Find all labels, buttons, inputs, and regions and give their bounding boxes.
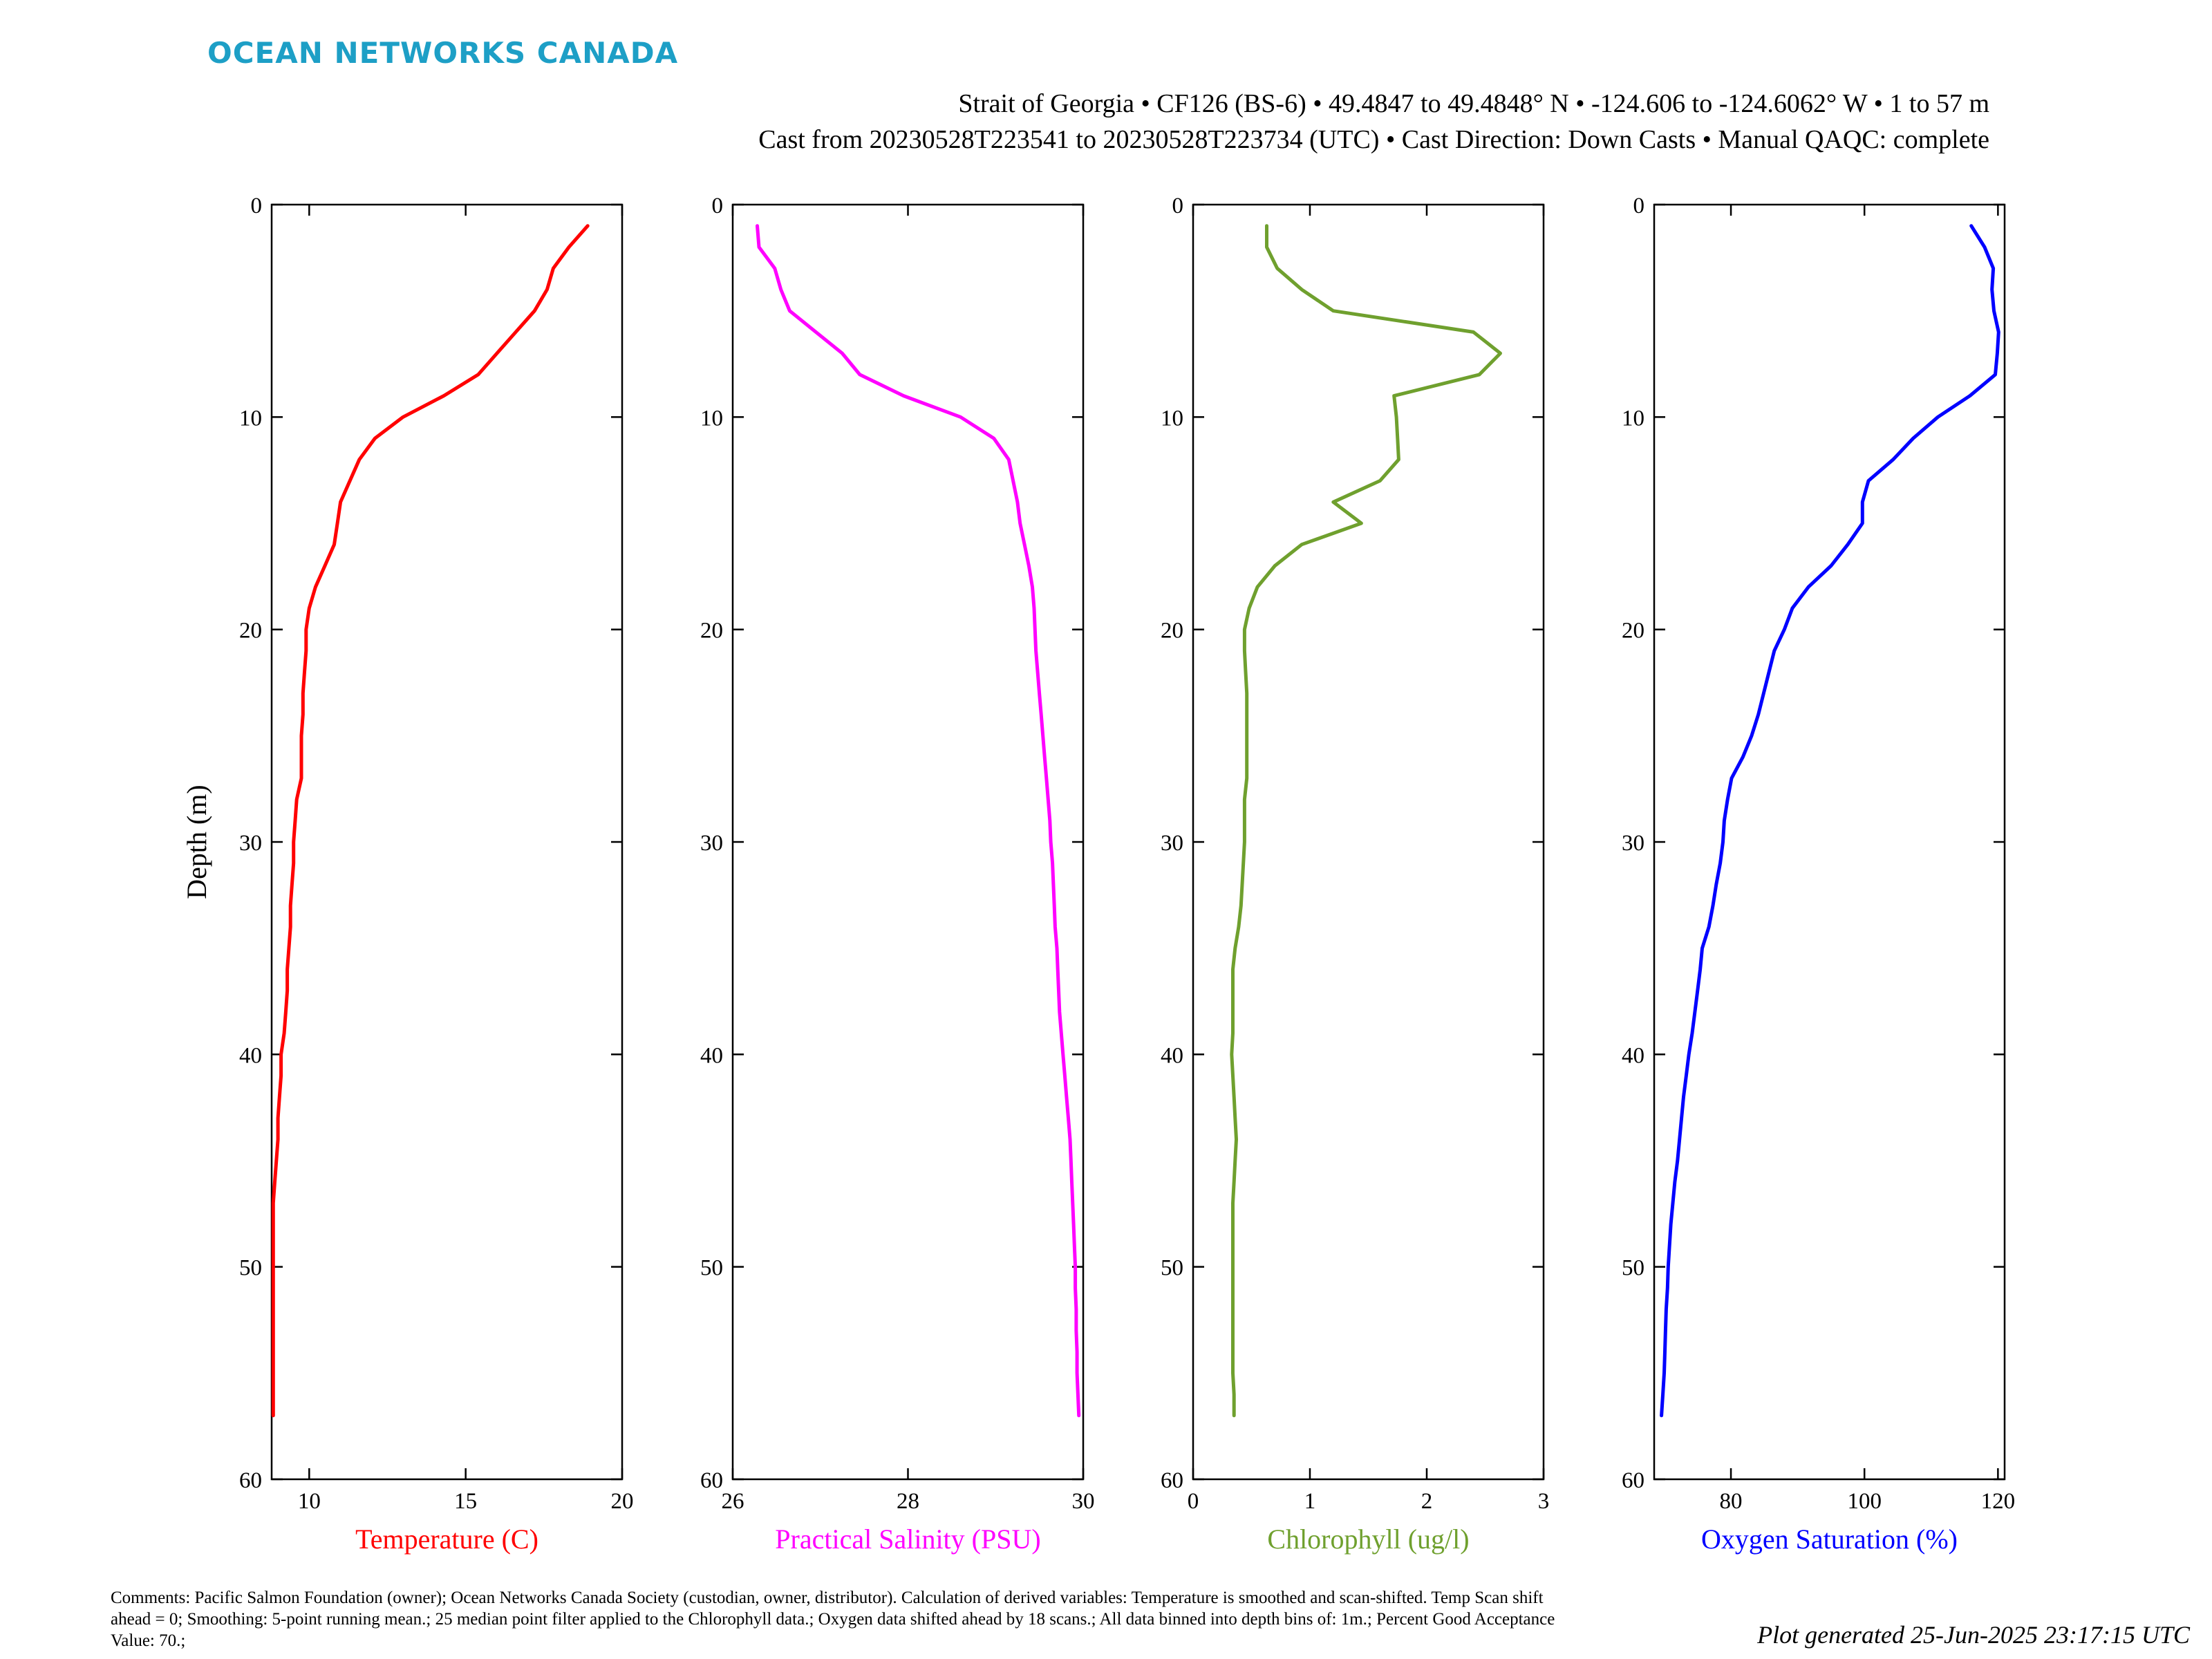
x-axis-label: Practical Salinity (PSU) (775, 1524, 1040, 1555)
ocean-networks-canada-logo: OCEAN NETWORKS CANADA (207, 36, 679, 70)
profile-panel-1: 0 10 20 30 40 50 60 10 15 20 Temperature (C) Depth … (181, 194, 634, 1555)
x-tick-label: 26 (722, 1489, 744, 1514)
y-tick-label: 30 (700, 831, 723, 856)
x-tick-label: 80 (1720, 1489, 1743, 1514)
y-tick-label: 10 (1622, 406, 1644, 431)
y-tick-label: 20 (1161, 619, 1183, 644)
profile-line (271, 224, 590, 1418)
y-tick-label: 10 (700, 406, 723, 431)
x-tick-label: 3 (1538, 1489, 1550, 1514)
y-tick-label: 60 (1161, 1468, 1183, 1493)
profile-panel-4: 0 10 20 30 40 50 60 80 100 120 Oxygen Saturation (… (1622, 194, 2015, 1555)
x-tick-label: 100 (1847, 1489, 1882, 1514)
y-tick-label: 10 (239, 406, 262, 431)
x-tick-label: 15 (454, 1489, 477, 1514)
plot-header-location: Strait of Georgia • CF126 (BS-6) • 49.48… (958, 89, 1989, 118)
y-tick-label: 20 (700, 619, 723, 644)
x-tick-label: 30 (1072, 1489, 1095, 1514)
x-axis-label: Chlorophyll (ug/l) (1267, 1524, 1469, 1555)
y-tick-label: 0 (1633, 194, 1645, 218)
axes-box (1653, 203, 2006, 1481)
profile-line (1230, 224, 1502, 1418)
y-tick-label: 20 (1622, 619, 1644, 644)
plot-generated-timestamp: Plot generated 25-Jun-2025 23:17:15 UTC (1757, 1621, 2190, 1649)
y-tick-label: 40 (700, 1043, 723, 1068)
x-tick-label: 0 (1188, 1489, 1199, 1514)
x-axis-label: Oxygen Saturation (%) (1701, 1524, 1958, 1555)
x-tick-label: 120 (1981, 1489, 2016, 1514)
x-tick-label: 28 (897, 1489, 919, 1514)
y-tick-label: 50 (239, 1256, 262, 1281)
comments-text: Comments: Pacific Salmon Foundation (own… (111, 1588, 1555, 1650)
y-tick-label: 0 (712, 194, 724, 218)
x-tick-label: 1 (1304, 1489, 1316, 1514)
y-tick-label: 60 (239, 1468, 262, 1493)
profile-line (1660, 224, 2000, 1418)
y-tick-label: 10 (1161, 406, 1183, 431)
y-axis-label: Depth (m) (181, 785, 212, 899)
x-tick-label: 10 (298, 1489, 321, 1514)
y-tick-label: 60 (700, 1468, 723, 1493)
x-tick-label: 2 (1421, 1489, 1433, 1514)
y-tick-label: 0 (251, 194, 263, 218)
y-tick-label: 40 (1622, 1043, 1644, 1068)
y-tick-label: 40 (239, 1043, 262, 1068)
y-tick-label: 40 (1161, 1043, 1183, 1068)
y-tick-label: 30 (239, 831, 262, 856)
y-tick-label: 50 (1622, 1256, 1644, 1281)
y-tick-label: 30 (1161, 831, 1183, 856)
profile-line (756, 224, 1081, 1418)
y-tick-label: 0 (1172, 194, 1184, 218)
plot-header-cast: Cast from 20230528T223541 to 20230528T22… (758, 125, 1989, 154)
y-tick-label: 50 (1161, 1256, 1183, 1281)
y-tick-label: 60 (1622, 1468, 1644, 1493)
x-tick-label: 20 (611, 1489, 634, 1514)
x-axis-label: Temperature (C) (355, 1524, 538, 1555)
y-tick-label: 50 (700, 1256, 723, 1281)
y-tick-label: 20 (239, 619, 262, 644)
y-tick-label: 30 (1622, 831, 1644, 856)
